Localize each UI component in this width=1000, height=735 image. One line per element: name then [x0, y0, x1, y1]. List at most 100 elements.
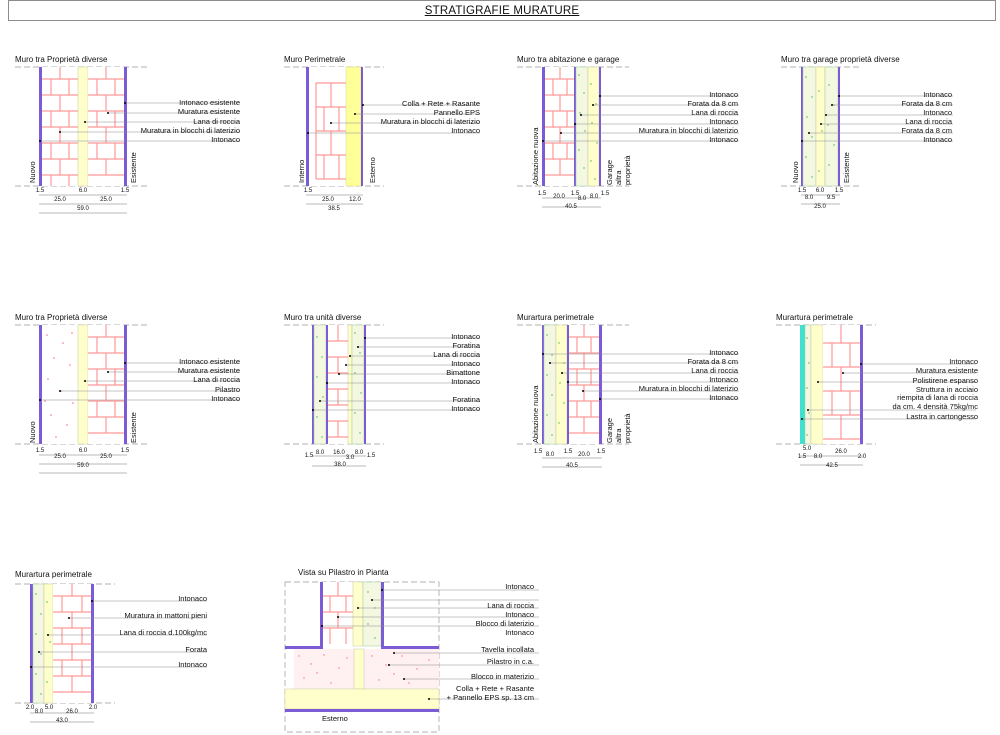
- dimension-label: 2.0: [25, 705, 35, 711]
- brick-pattern: [88, 325, 124, 434]
- layer-label: Intonaco: [451, 404, 480, 413]
- wool-dots: [578, 74, 598, 180]
- panel-title: Muro tra Proprietà diverse: [15, 313, 108, 322]
- layer-label: Intonaco: [709, 117, 738, 126]
- wool-dots: [806, 337, 810, 436]
- dimension-label: 8.0: [577, 196, 587, 202]
- layer-label: Forata da 8 cm: [687, 99, 738, 108]
- dimension-label: 1.5: [120, 448, 130, 454]
- page-title: STRATIGRAFIE MURATURE: [8, 0, 996, 21]
- dimension-label: 1.5: [570, 191, 580, 197]
- side-label-left: Abitazione nuova: [531, 127, 540, 185]
- brick-pattern: [569, 325, 599, 434]
- dimension-label: 26.0: [66, 709, 78, 715]
- layer-label: Intonaco: [709, 393, 738, 402]
- dimension-label: 2.0: [857, 454, 867, 460]
- dimension-label: 5.0: [802, 446, 812, 452]
- panel-muro-tra-garage-proprieta-diverse: Muro tra garage proprietà diverse Intona…: [781, 55, 971, 215]
- layer-label: Intonaco: [923, 135, 952, 144]
- layer-label: Muratura in mattoni pieni: [124, 611, 207, 620]
- dimension-label: 8.0: [354, 450, 364, 456]
- dimension-label: 5.0: [44, 705, 54, 711]
- wall-section-drawing: [15, 583, 207, 723]
- layer-label: Lana di roccia: [433, 350, 480, 359]
- dimension-label: 20.0: [553, 194, 565, 200]
- panel-murartura-perimetrale-garage: Murartura perimetrale Intonaco Forata da…: [517, 313, 747, 483]
- dimension-label: 25.0: [100, 197, 112, 203]
- dimension-label: 9.5: [826, 195, 836, 201]
- layer-label: da cm. 4 densità 75kg/mc: [892, 402, 978, 411]
- layer-label: Pannello EPS: [433, 108, 480, 117]
- layer-label: + Pannello EPS sp. 13 cm: [446, 693, 534, 702]
- dimension-label: 3.0: [345, 455, 355, 461]
- dimension-label: 40.5: [566, 463, 578, 469]
- dimension-label: 40.5: [565, 204, 577, 210]
- dimension-label: 43.0: [56, 718, 68, 724]
- layer-label: Muratura esistente: [177, 107, 240, 116]
- wall-section-drawing: [15, 324, 240, 474]
- panel-title: Muro tra Proprietà diverse: [15, 55, 108, 64]
- wall-section-drawing: [15, 66, 240, 214]
- layer-label: Colla + Rete + Rasante: [456, 684, 534, 693]
- page-title-text: STRATIGRAFIE MURATURE: [424, 5, 580, 17]
- brick-pattern-left: [42, 67, 78, 186]
- layer-label: Lana di roccia: [691, 366, 738, 375]
- brick-pattern: [328, 325, 348, 438]
- brick-pattern: [823, 325, 860, 440]
- concrete-dots: [298, 654, 430, 684]
- layer-label: Bimattone: [446, 368, 480, 377]
- brick-pattern: [545, 67, 574, 176]
- layer-label: Lana di roccia: [905, 117, 952, 126]
- panel-murartura-perimetrale-cartongesso: Murartura perimetrale Intonaco Muratura …: [776, 313, 986, 483]
- layer-label: Intonaco: [709, 348, 738, 357]
- layer-label: Intonaco: [923, 90, 952, 99]
- dimension-label: 8.0: [813, 454, 823, 460]
- panel-title: Murartura perimetrale: [517, 313, 594, 322]
- dimension-label: 1.5: [35, 188, 45, 194]
- layer-label: Polistirene espanso: [912, 376, 978, 385]
- side-label-right: proprietà: [623, 413, 632, 443]
- side-label-left: Nuovo: [28, 421, 37, 443]
- layer-label: Pilastro: [214, 385, 240, 394]
- panel-title: Murartura perimetrale: [776, 313, 853, 322]
- layer-label: Forata: [185, 645, 207, 654]
- wool-dots: [35, 593, 51, 695]
- dimension-label: 1.5: [596, 449, 606, 455]
- dimension-label: 8.0: [589, 194, 599, 200]
- layer-label: Blocco di laterizio: [475, 619, 534, 628]
- panel-vista-su-pilastro-in-pianta: Vista su Pilastro in Pianta Int: [284, 568, 554, 735]
- layer-label: Lastra in cartongesso: [906, 412, 978, 421]
- panel-title: Murartura perimetrale: [15, 570, 92, 579]
- dimension-label: 25.0: [322, 197, 334, 203]
- side-label-right: Esterno: [368, 157, 377, 183]
- side-label-right: proprietà: [623, 155, 632, 185]
- layer-label: Intonaco esistente: [179, 98, 240, 107]
- side-label-right: Garage: [605, 417, 614, 443]
- panel-title: Muro tra abitazione e garage: [517, 55, 620, 64]
- side-label-left: Abitazione nuova: [531, 385, 540, 443]
- dimension-label: 2.0: [88, 705, 98, 711]
- dimension-label: 20.0: [578, 452, 590, 458]
- dimension-label: 1.5: [600, 191, 610, 197]
- layer-label: Muratura esistente: [915, 366, 978, 375]
- layer-label: Intonaco: [505, 628, 534, 637]
- layer-label: Colla + Rete + Rasante: [402, 99, 480, 108]
- dimension-label: 1.5: [797, 188, 807, 194]
- wall-section-drawing: [781, 66, 953, 205]
- layer-label: Intonaco: [178, 594, 207, 603]
- brick-pattern-upper: [323, 582, 353, 644]
- layer-label: Intonaco: [709, 375, 738, 384]
- side-label-right: altra: [614, 170, 623, 185]
- dimension-label: 26.0: [835, 449, 847, 455]
- dimension-label: 1.5: [35, 448, 45, 454]
- wall-section-drawing: [517, 324, 739, 468]
- layer-label: Intonaco: [505, 582, 534, 591]
- layer-label: Forata da 8 cm: [687, 357, 738, 366]
- wall-section-drawing: [284, 324, 480, 467]
- dimension-label: 16.0: [333, 450, 345, 456]
- dimension-label: 8.0: [545, 452, 555, 458]
- dimension-label: 38.5: [328, 206, 340, 212]
- side-label-right: altra: [614, 428, 623, 443]
- layer-label: Muratura in blocchi di laterizio: [140, 126, 240, 135]
- dimension-label: 6.0: [78, 188, 88, 194]
